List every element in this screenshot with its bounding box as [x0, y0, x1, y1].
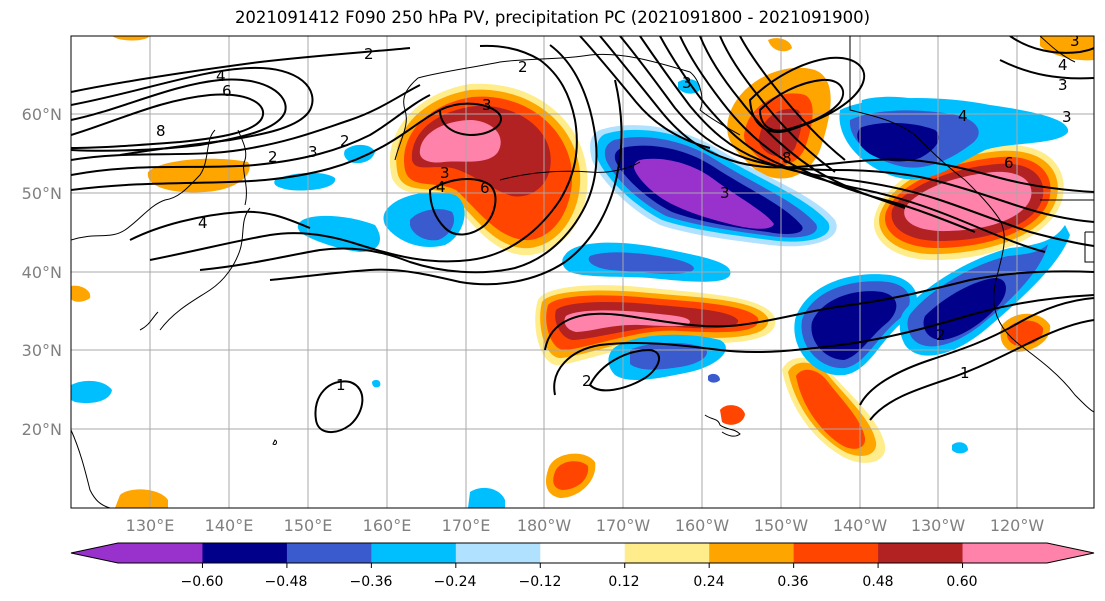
- contour-label: 1: [336, 376, 346, 394]
- contour-label: 3: [440, 164, 450, 182]
- colorbar-label: −0.48: [265, 574, 308, 590]
- colorbar-bin: [540, 543, 626, 563]
- negative-anomaly-dateline: [590, 125, 837, 247]
- colorbar-label: −0.12: [519, 574, 562, 590]
- contour-label: 1: [960, 364, 970, 382]
- map-title: 2021091412 F090 250 hPa PV, precipitatio…: [234, 8, 871, 27]
- colorbar-label: 0.60: [946, 574, 977, 590]
- latitude-labels: 60°N 50°N 40°N 30°N 20°N: [22, 105, 62, 439]
- contour-label: 4: [436, 178, 446, 196]
- lon-label: 150°E: [284, 516, 333, 535]
- contour-label: 8: [156, 122, 166, 140]
- contour-label: 2: [340, 132, 350, 150]
- colorbar-label: −0.24: [434, 574, 477, 590]
- colorbar: −0.60 −0.48 −0.36 −0.24 −0.12 0.12 0.24 …: [70, 542, 1095, 590]
- colorbar-bins: [118, 543, 1048, 563]
- lon-label: 160°E: [363, 516, 412, 535]
- colorbar-label: −0.36: [350, 574, 393, 590]
- contour-label: 2: [936, 326, 946, 344]
- contour-label: 3: [1058, 76, 1068, 94]
- lat-label: 30°N: [22, 341, 62, 360]
- contour-label: 3: [1062, 108, 1072, 126]
- contour-label: 4: [198, 214, 208, 232]
- colorbar-bin: [286, 543, 372, 563]
- colorbar-bin: [455, 543, 541, 563]
- contour-label: 4: [216, 67, 226, 85]
- contour-label: 8: [782, 149, 792, 167]
- contour-label: 6: [480, 179, 490, 197]
- colorbar-bin: [709, 543, 795, 563]
- lon-label: 140°E: [205, 516, 254, 535]
- pv-contours: [71, 36, 1094, 433]
- precip-shading: [71, 36, 1094, 508]
- lon-label: 170°W: [596, 516, 651, 535]
- colorbar-under-extension: [71, 543, 118, 563]
- lat-label: 40°N: [22, 263, 62, 282]
- lon-label: 180°W: [517, 516, 572, 535]
- colorbar-bin: [202, 543, 288, 563]
- contour-label: 3: [308, 143, 318, 161]
- contour-label: 4: [1058, 56, 1068, 74]
- contour-label: 6: [1004, 154, 1014, 172]
- contour-label: 2: [364, 45, 374, 63]
- colorbar-bin: [793, 543, 879, 563]
- contour-label: 2: [582, 372, 592, 390]
- lon-label: 170°E: [442, 516, 491, 535]
- lat-label: 60°N: [22, 105, 62, 124]
- positive-anomaly-alaska: [727, 67, 831, 179]
- contour-label: 2: [268, 148, 278, 166]
- graticule: [71, 36, 1094, 508]
- contour-label: 4: [958, 107, 968, 125]
- map-panel: 2 4 6 8 2 3 2 4 3 6 3 2 3 4 3 6 8 3 4 3 …: [71, 32, 1094, 508]
- lon-label: 140°W: [833, 516, 888, 535]
- colorbar-bin: [371, 543, 457, 563]
- contour-label: 3: [1070, 32, 1080, 50]
- contour-label: 3: [682, 74, 692, 92]
- colorbar-over-extension: [1047, 543, 1094, 563]
- lon-label: 150°W: [754, 516, 809, 535]
- map-frame: [70, 35, 1095, 509]
- contour-label: 2: [518, 58, 528, 76]
- contour-label: 3: [482, 96, 492, 114]
- lon-label: 120°W: [990, 516, 1045, 535]
- lat-label: 50°N: [22, 184, 62, 203]
- colorbar-bin: [878, 543, 964, 563]
- colorbar-label: 0.12: [608, 574, 639, 590]
- colorbar-ticks: [201, 563, 964, 568]
- colorbar-label: 0.36: [777, 574, 808, 590]
- contour-label: 6: [222, 82, 232, 100]
- colorbar-bin: [962, 543, 1048, 563]
- colorbar-bin: [118, 543, 203, 563]
- colorbar-label: 0.24: [693, 574, 724, 590]
- longitude-labels: 130°E 140°E 150°E 160°E 170°E 180°W 170°…: [126, 516, 1045, 535]
- colorbar-label: −0.60: [181, 574, 224, 590]
- lon-label: 160°W: [675, 516, 730, 535]
- contour-label: 3: [720, 184, 730, 202]
- colorbar-label: 0.48: [862, 574, 893, 590]
- lon-label: 130°W: [911, 516, 966, 535]
- lat-label: 20°N: [22, 420, 62, 439]
- colorbar-labels: −0.60 −0.48 −0.36 −0.24 −0.12 0.12 0.24 …: [181, 574, 978, 590]
- lon-label: 130°E: [126, 516, 175, 535]
- colorbar-bin: [624, 543, 710, 563]
- contour-labels: 2 4 6 8 2 3 2 4 3 6 3 2 3 4 3 6 8 3 4 3 …: [156, 32, 1080, 394]
- positive-anomaly-bering: [389, 83, 588, 256]
